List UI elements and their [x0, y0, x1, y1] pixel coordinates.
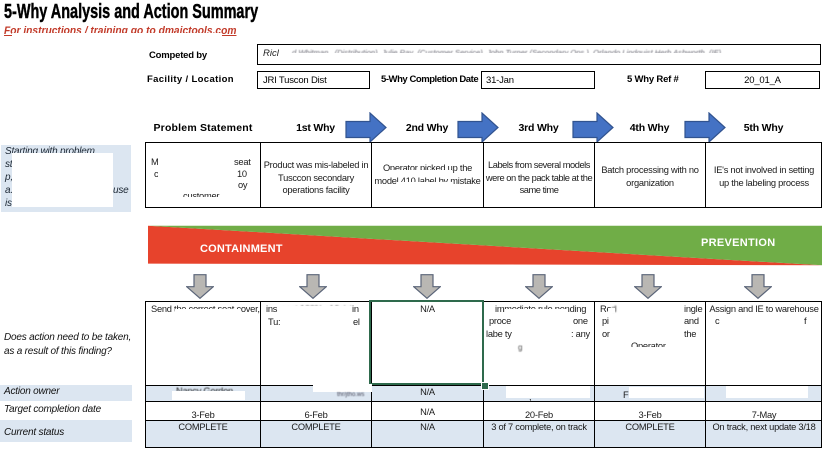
svg-text:CONTAINMENT: CONTAINMENT	[200, 243, 283, 255]
svg-text:PREVENTION: PREVENTION	[701, 237, 776, 249]
